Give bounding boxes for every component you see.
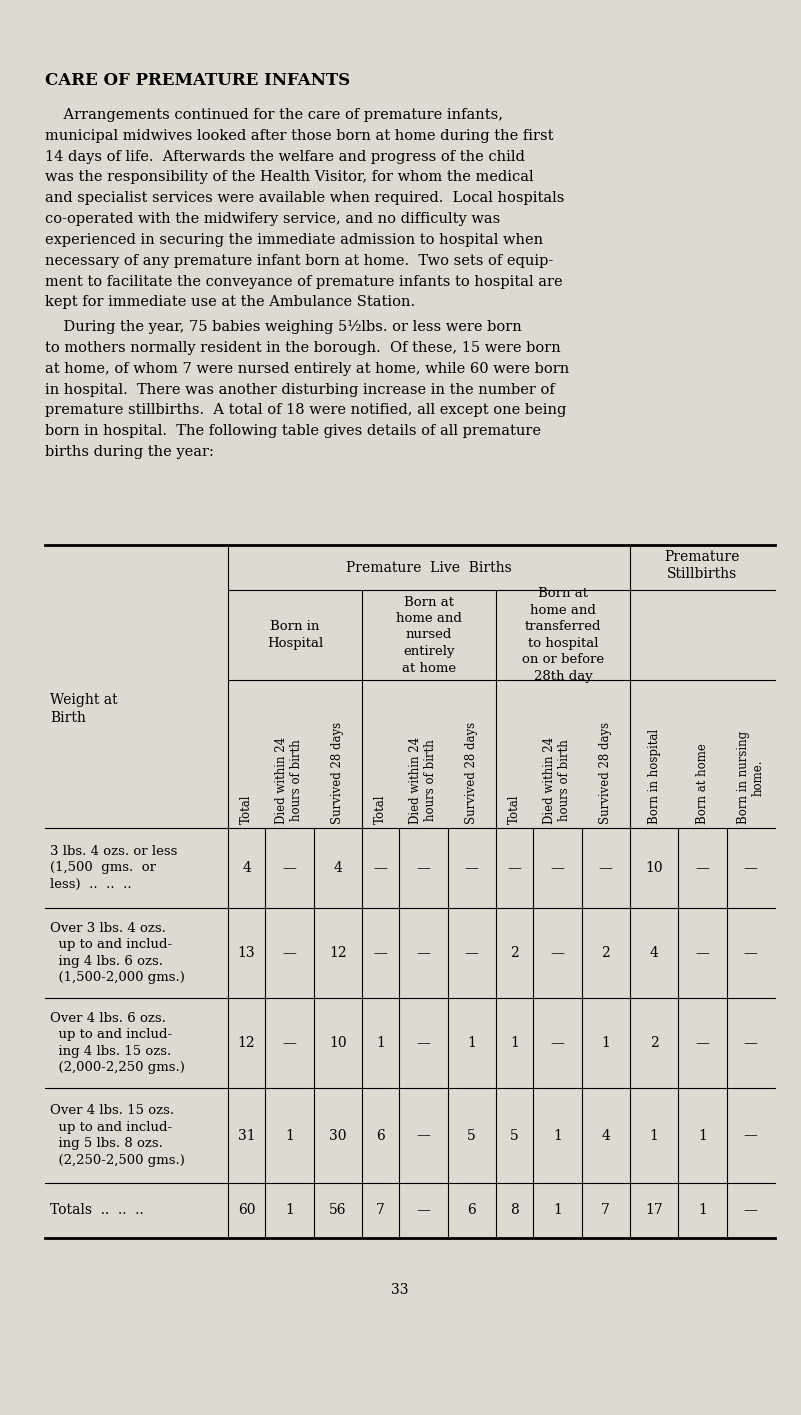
Text: —: —: [465, 947, 479, 959]
Text: 12: 12: [329, 947, 347, 959]
Text: —: —: [508, 860, 521, 874]
Text: —: —: [744, 1036, 758, 1050]
Text: 17: 17: [645, 1204, 663, 1217]
Text: 2: 2: [510, 947, 519, 959]
Text: —: —: [417, 1036, 430, 1050]
Text: 7: 7: [376, 1204, 385, 1217]
Text: 7: 7: [602, 1204, 610, 1217]
Text: —: —: [373, 947, 388, 959]
Text: Over 4 lbs. 6 ozs.
  up to and includ-
  ing 4 lbs. 15 ozs.
  (2,000-2,250 gms.): Over 4 lbs. 6 ozs. up to and includ- ing…: [50, 1012, 185, 1074]
Text: —: —: [417, 1204, 430, 1217]
Text: Born in nursing
home.: Born in nursing home.: [737, 732, 765, 824]
Text: Died within 24
hours of birth: Died within 24 hours of birth: [409, 737, 437, 824]
Text: —: —: [550, 947, 564, 959]
Text: —: —: [465, 860, 479, 874]
Text: 1: 1: [650, 1129, 658, 1142]
Text: 8: 8: [510, 1204, 519, 1217]
Text: 6: 6: [467, 1204, 476, 1217]
Text: —: —: [744, 860, 758, 874]
Text: Weight at
Birth: Weight at Birth: [50, 693, 118, 726]
Text: 1: 1: [553, 1204, 562, 1217]
Text: Total: Total: [240, 794, 253, 824]
Text: —: —: [550, 860, 564, 874]
Text: —: —: [599, 860, 613, 874]
Text: —: —: [417, 947, 430, 959]
Text: —: —: [744, 1129, 758, 1142]
Text: Survived 28 days: Survived 28 days: [465, 722, 478, 824]
Text: —: —: [695, 947, 710, 959]
Text: 1: 1: [553, 1129, 562, 1142]
Text: 2: 2: [650, 1036, 658, 1050]
Text: —: —: [417, 1129, 430, 1142]
Text: 6: 6: [376, 1129, 385, 1142]
Text: 1: 1: [602, 1036, 610, 1050]
Text: 33: 33: [391, 1283, 409, 1298]
Text: —: —: [744, 947, 758, 959]
Text: 1: 1: [285, 1129, 294, 1142]
Text: Over 4 lbs. 15 ozs.
  up to and includ-
  ing 5 lbs. 8 ozs.
  (2,250-2,500 gms.): Over 4 lbs. 15 ozs. up to and includ- in…: [50, 1104, 185, 1167]
Text: 4: 4: [333, 860, 342, 874]
Text: Born in hospital: Born in hospital: [647, 729, 661, 824]
Text: 12: 12: [238, 1036, 256, 1050]
Text: 5: 5: [467, 1129, 476, 1142]
Text: 1: 1: [376, 1036, 385, 1050]
Text: 60: 60: [238, 1204, 256, 1217]
Text: Over 3 lbs. 4 ozs.
  up to and includ-
  ing 4 lbs. 6 ozs.
  (1,500-2,000 gms.): Over 3 lbs. 4 ozs. up to and includ- ing…: [50, 921, 185, 985]
Text: Total: Total: [508, 794, 521, 824]
Text: Born at home: Born at home: [696, 743, 709, 824]
Text: 1: 1: [698, 1204, 706, 1217]
Text: 5: 5: [510, 1129, 519, 1142]
Text: Arrangements continued for the care of premature infants,
municipal midwives loo: Arrangements continued for the care of p…: [45, 108, 565, 310]
Text: Totals  ..  ..  ..: Totals .. .. ..: [50, 1204, 143, 1217]
Text: 1: 1: [285, 1204, 294, 1217]
Text: 4: 4: [650, 947, 658, 959]
Text: Survived 28 days: Survived 28 days: [599, 722, 612, 824]
Text: 3 lbs. 4 ozs. or less
(1,500  gms.  or
less)  ..  ..  ..: 3 lbs. 4 ozs. or less (1,500 gms. or les…: [50, 845, 177, 891]
Text: 56: 56: [329, 1204, 347, 1217]
Text: CARE OF PREMATURE INFANTS: CARE OF PREMATURE INFANTS: [45, 72, 350, 89]
Text: —: —: [695, 1036, 710, 1050]
Text: 1: 1: [698, 1129, 706, 1142]
Text: Born in
Hospital: Born in Hospital: [267, 620, 323, 649]
Text: —: —: [373, 860, 388, 874]
Text: Survived 28 days: Survived 28 days: [332, 722, 344, 824]
Text: 1: 1: [510, 1036, 519, 1050]
Text: —: —: [417, 860, 430, 874]
Text: —: —: [283, 947, 296, 959]
Text: 10: 10: [646, 860, 663, 874]
Text: 1: 1: [467, 1036, 476, 1050]
Text: Born at
home and
nursed
entirely
at home: Born at home and nursed entirely at home: [396, 596, 462, 675]
Text: Born at
home and
transferred
to hospital
on or before
28th day: Born at home and transferred to hospital…: [521, 587, 604, 683]
Text: Premature
Stillbirths: Premature Stillbirths: [665, 549, 740, 582]
Text: 4: 4: [602, 1129, 610, 1142]
Text: 30: 30: [329, 1129, 347, 1142]
Text: Total: Total: [374, 794, 387, 824]
Text: Died within 24
hours of birth: Died within 24 hours of birth: [276, 737, 304, 824]
Text: 2: 2: [602, 947, 610, 959]
Text: 4: 4: [242, 860, 251, 874]
Text: —: —: [744, 1204, 758, 1217]
Text: Premature  Live  Births: Premature Live Births: [346, 560, 512, 574]
Text: During the year, 75 babies weighing 5½lbs. or less were born
to mothers normally: During the year, 75 babies weighing 5½lb…: [45, 320, 570, 458]
Text: —: —: [283, 1036, 296, 1050]
Text: —: —: [550, 1036, 564, 1050]
Text: 31: 31: [238, 1129, 256, 1142]
Text: —: —: [695, 860, 710, 874]
Text: 10: 10: [329, 1036, 347, 1050]
Text: Died within 24
hours of birth: Died within 24 hours of birth: [543, 737, 571, 824]
Text: —: —: [283, 860, 296, 874]
Text: 13: 13: [238, 947, 256, 959]
